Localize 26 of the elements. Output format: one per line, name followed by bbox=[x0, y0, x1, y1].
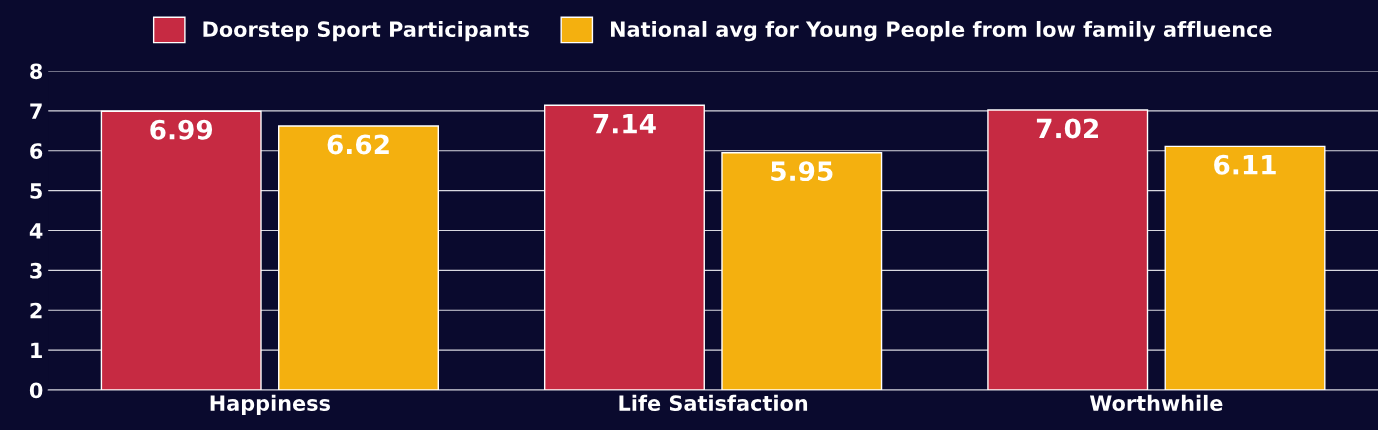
data-label: 6.99 bbox=[150, 119, 213, 140]
data-label: 5.95 bbox=[771, 161, 833, 182]
legend-label: Doorstep Sport Participants bbox=[203, 20, 529, 42]
data-label: 6.11 bbox=[1214, 154, 1276, 175]
data-label: 6.62 bbox=[327, 134, 389, 155]
bar bbox=[721, 152, 883, 391]
bar bbox=[100, 110, 262, 391]
data-label: 7.02 bbox=[1036, 118, 1098, 139]
y-tick-label: 4 bbox=[29, 223, 43, 239]
x-tick-label: Happiness bbox=[210, 394, 330, 416]
bar bbox=[987, 109, 1149, 391]
y-tick-label: 5 bbox=[30, 183, 42, 199]
y-tick-label: 0 bbox=[29, 382, 43, 399]
y-tick-label: 1 bbox=[31, 342, 42, 359]
bar bbox=[278, 125, 439, 391]
bar bbox=[1164, 145, 1326, 391]
x-tick-label: Worthwhile bbox=[1089, 394, 1223, 411]
y-tick-label: 8 bbox=[30, 63, 43, 80]
y-tick-label: 6 bbox=[30, 143, 43, 159]
x-tick-label: Life Satisfaction bbox=[619, 394, 808, 411]
y-tick-label: 3 bbox=[30, 262, 42, 279]
y-tick-label: 7 bbox=[30, 103, 42, 119]
data-label: 7.14 bbox=[593, 114, 656, 134]
legend-label: National avg for Young People from low family affluence bbox=[611, 20, 1272, 42]
y-tick-label: 2 bbox=[30, 302, 42, 319]
bar bbox=[543, 104, 705, 391]
